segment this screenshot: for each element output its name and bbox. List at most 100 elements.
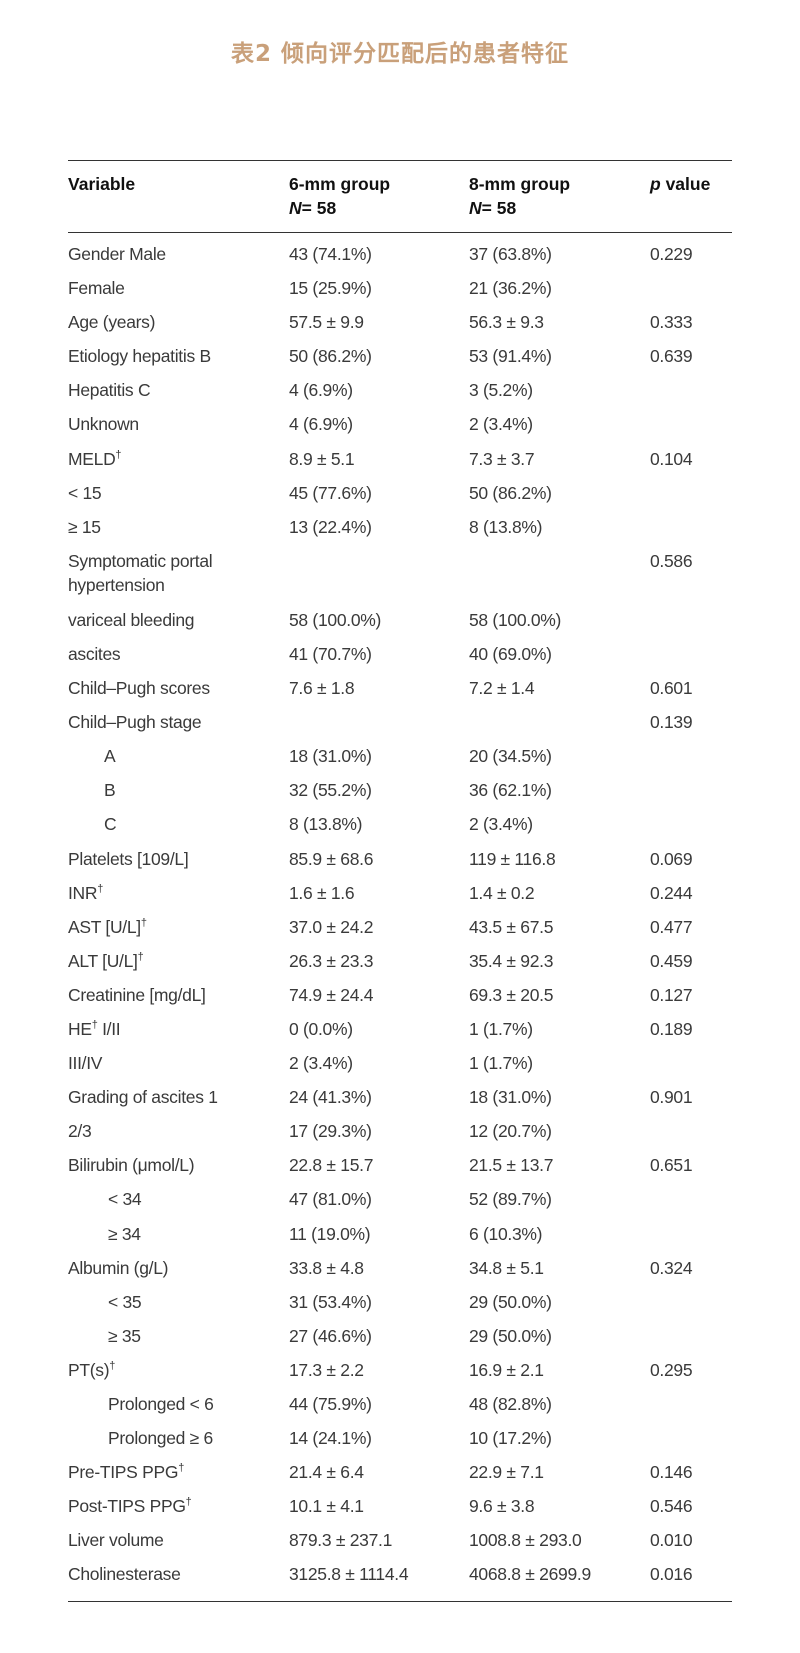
six-mm-cell: 1.6 ± 1.6 [289, 882, 355, 903]
variable-cell: ≥ 35 [108, 1325, 141, 1346]
eight-mm-cell: 12 (20.7%) [469, 1121, 552, 1142]
table-row: ALT [U/L]† 26.3 ± 23.3 35.4 ± 92.3 0.459 [68, 947, 732, 981]
p-value-cell: 0.127 [650, 984, 693, 1005]
eight-mm-cell: 9.6 ± 3.8 [469, 1496, 535, 1517]
bottom-rule [68, 1601, 732, 1602]
eight-mm-cell: 52 (89.7%) [469, 1189, 552, 1210]
p-value-cell: 0.901 [650, 1087, 693, 1108]
six-mm-cell: 3125.8 ± 1114.4 [289, 1564, 409, 1585]
header-rule [68, 232, 732, 233]
p-value-cell: 0.651 [650, 1155, 693, 1176]
table-row: Unknown 4 (6.9%) 2 (3.4%) [68, 410, 732, 444]
variable-cell: variceal bleeding [68, 609, 195, 630]
six-mm-cell: 17.3 ± 2.2 [289, 1359, 364, 1380]
table-row: Prolonged < 6 44 (75.9%) 48 (82.8%) [68, 1390, 732, 1424]
dagger-footnote-mark: † [115, 448, 122, 461]
p-value-cell: 0.139 [650, 712, 693, 733]
eight-mm-cell: 43.5 ± 67.5 [469, 916, 554, 937]
variable-cell: Age (years) [68, 312, 156, 333]
six-mm-cell: 50 (86.2%) [289, 346, 372, 367]
variable-cell: ≥ 34 [108, 1223, 141, 1244]
header-6mm-label: 6-mm group [289, 174, 391, 194]
p-value-cell: 0.069 [650, 848, 693, 869]
table-row: Creatinine [mg/dL] 74.9 ± 24.4 69.3 ± 20.5… [68, 981, 732, 1015]
dagger-footnote-mark: † [97, 882, 104, 895]
n-value: = 58 [481, 198, 517, 218]
p-value-cell: 0.477 [650, 916, 693, 937]
six-mm-cell: 879.3 ± 237.1 [289, 1530, 393, 1551]
variable-cell: 2/3 [68, 1121, 92, 1142]
eight-mm-cell: 3 (5.2%) [469, 380, 533, 401]
variable-cell: Pre-TIPS PPG† [68, 1462, 185, 1483]
variable-cell: C [104, 814, 117, 835]
table-row: Child–Pugh stage 0.139 [68, 708, 732, 742]
n-value: = 58 [301, 198, 337, 218]
table-row: ascites 41 (70.7%) 40 (69.0%) [68, 640, 732, 674]
eight-mm-cell: 1 (1.7%) [469, 1053, 533, 1074]
table-row: INR† 1.6 ± 1.6 1.4 ± 0.2 0.244 [68, 879, 732, 913]
six-mm-cell: 13 (22.4%) [289, 516, 372, 537]
table-row: Bilirubin (μmol/L) 22.8 ± 15.7 21.5 ± 13.7… [68, 1151, 732, 1185]
six-mm-cell: 17 (29.3%) [289, 1121, 372, 1142]
eight-mm-cell: 36 (62.1%) [469, 780, 552, 801]
eight-mm-cell: 48 (82.8%) [469, 1394, 552, 1414]
eight-mm-cell: 6 (10.3%) [469, 1223, 543, 1244]
table-row: Prolonged ≥ 6 14 (24.1%) 10 (17.2%) [68, 1424, 732, 1458]
table-title: 表2 倾向评分匹配后的患者特征 [230, 41, 569, 67]
eight-mm-cell: 69.3 ± 20.5 [469, 984, 554, 1005]
dagger-footnote-mark: † [91, 1018, 98, 1031]
table-row: C 8 (13.8%) 2 (3.4%) [68, 810, 732, 844]
eight-mm-cell: 40 (69.0%) [469, 643, 552, 664]
p-value-cell: 0.639 [650, 346, 693, 367]
eight-mm-cell: 53 (91.4%) [469, 346, 552, 367]
table-row: Child–Pugh scores 7.6 ± 1.8 7.2 ± 1.4 0.601 [68, 674, 732, 708]
p-value-cell: 0.459 [650, 950, 693, 971]
six-mm-cell: 15 (25.9%) [289, 278, 372, 299]
six-mm-cell: 4 (6.9%) [289, 414, 353, 435]
six-mm-cell: 7.6 ± 1.8 [289, 678, 355, 699]
variable-cell: ALT [U/L]† [68, 950, 144, 971]
table-row: Platelets [109/L] 85.9 ± 68.6 119 ± 116.8 0… [68, 845, 732, 879]
variable-cell: ≥ 15 [68, 516, 101, 537]
eight-mm-cell: 35.4 ± 92.3 [469, 950, 554, 971]
eight-mm-cell: 1.4 ± 0.2 [469, 882, 535, 903]
n-label: N [469, 198, 482, 218]
eight-mm-cell: 119 ± 116.8 [469, 848, 556, 869]
six-mm-cell: 26.3 ± 23.3 [289, 950, 374, 971]
six-mm-cell: 24 (41.3%) [289, 1087, 372, 1108]
six-mm-cell: 8 (13.8%) [289, 814, 363, 835]
eight-mm-cell: 10 (17.2%) [469, 1428, 552, 1449]
table-row: PT(s)† 17.3 ± 2.2 16.9 ± 2.1 0.295 [68, 1356, 732, 1390]
eight-mm-cell: 56.3 ± 9.3 [469, 312, 544, 333]
table-row: ≥ 34 11 (19.0%) 6 (10.3%) [68, 1220, 732, 1254]
eight-mm-cell: 34.8 ± 5.1 [469, 1257, 544, 1278]
eight-mm-cell: 18 (31.0%) [469, 1087, 552, 1108]
variable-cell: Liver volume [68, 1530, 164, 1551]
variable-cell: Prolonged < 6 [108, 1394, 214, 1414]
table-row: HE† I/II 0 (0.0%) 1 (1.7%) 0.189 [68, 1015, 732, 1049]
table-row: III/IV 2 (3.4%) 1 (1.7%) [68, 1049, 732, 1083]
p-value-cell: 0.244 [650, 882, 693, 903]
six-mm-cell: 74.9 ± 24.4 [289, 984, 374, 1005]
header-8mm-label: 8-mm group [469, 174, 571, 194]
six-mm-cell: 27 (46.6%) [289, 1325, 372, 1346]
six-mm-cell: 85.9 ± 68.6 [289, 848, 374, 869]
six-mm-cell: 43 (74.1%) [289, 244, 372, 264]
variable-cell: Creatinine [mg/dL] [68, 984, 206, 1005]
six-mm-cell: 8.9 ± 5.1 [289, 448, 355, 469]
header-6mm-group: 6-mm group N= 58 [289, 172, 390, 220]
variable-cell: < 15 [68, 482, 102, 503]
eight-mm-cell: 21.5 ± 13.7 [469, 1155, 554, 1176]
variable-cell: Post-TIPS PPG† [68, 1496, 192, 1517]
six-mm-cell: 22.8 ± 15.7 [289, 1155, 374, 1176]
eight-mm-cell: 8 (13.8%) [469, 516, 543, 537]
p-value-cell: 0.295 [650, 1359, 693, 1380]
variable-cell: INR† [68, 882, 104, 903]
table-row: MELD† 8.9 ± 5.1 7.3 ± 3.7 0.104 [68, 445, 732, 479]
table-row: < 35 31 (53.4%) 29 (50.0%) [68, 1288, 732, 1322]
variable-cell: Cholinesterase [68, 1564, 181, 1585]
table-row: Female 15 (25.9%) 21 (36.2%) [68, 274, 732, 308]
p-italic: p [650, 174, 661, 194]
variable-cell: A [104, 746, 116, 767]
variable-cell: III/IV [68, 1053, 103, 1074]
